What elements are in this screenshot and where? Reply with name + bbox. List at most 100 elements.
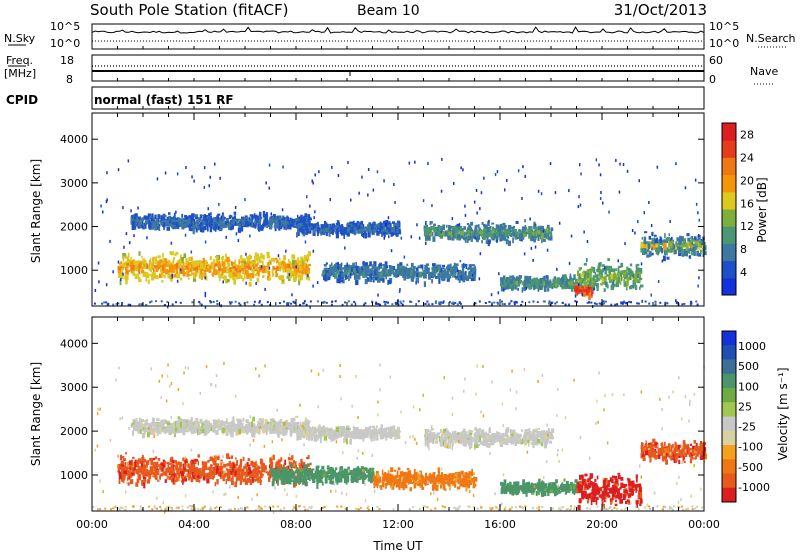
power-echo-cell (154, 224, 157, 231)
power-echo-cell (233, 215, 236, 221)
velocity-echo-cell (174, 464, 179, 469)
power-echo-cell (160, 264, 165, 271)
beam-label: Beam 10 (357, 3, 420, 19)
power-echo-cell (431, 269, 434, 272)
power-echo-cell (454, 227, 458, 233)
power-near-range-echo (179, 301, 182, 304)
power-echo-cell (375, 273, 379, 277)
power-echo-cell (448, 235, 452, 241)
power-echo-cell (182, 267, 185, 273)
power-echo-cell (175, 262, 179, 269)
power-echo-cell (441, 276, 445, 282)
power-near-range-echo (347, 300, 350, 303)
nsky-tick-right-top: 10^5 (709, 20, 739, 33)
power-echo-cell (587, 289, 591, 293)
velocity-echo-cell (169, 462, 173, 465)
power-echo-cell (355, 280, 359, 286)
power-echo-cell (219, 219, 222, 223)
power-echo-cell (237, 227, 241, 233)
power-echo-cell (192, 260, 196, 267)
power-echo-cell (648, 243, 651, 249)
power-echo-cell (657, 246, 661, 253)
power-echo-cell (487, 227, 490, 232)
power-echo-cell (377, 277, 381, 283)
power-echo-speck (578, 195, 580, 199)
power-echo-cell (369, 277, 373, 283)
power-echo-cell (462, 276, 466, 283)
power-echo-cell (285, 224, 288, 231)
power-echo-cell (243, 271, 246, 274)
power-echo-speck (465, 270, 467, 274)
power-echo-cell (416, 272, 418, 278)
velocity-echo-cell (241, 475, 244, 480)
power-echo-cell (459, 226, 463, 231)
power-echo-cell (482, 223, 486, 227)
power-echo-cell (412, 266, 415, 271)
power-echo-cell (162, 218, 166, 225)
velocity-echo-cell (127, 482, 130, 486)
power-echo-speck (490, 293, 493, 297)
power-echo-cell (438, 266, 441, 271)
power-echo-cell (144, 222, 147, 228)
power-echo-cell (168, 259, 171, 266)
power-echo-cell (276, 215, 280, 219)
power-echo-speck (235, 232, 238, 236)
power-echo-cell (357, 274, 361, 280)
power-echo-cell (592, 275, 595, 279)
power-echo-cell (256, 219, 259, 224)
power-echo-cell (623, 270, 627, 273)
power-near-range-echo (427, 303, 430, 306)
velocity-echo-cell (186, 473, 189, 477)
power-echo-cell (173, 222, 176, 225)
velocity-echo-cell (209, 470, 213, 475)
nsky-tick-left-top: 10^5 (50, 20, 80, 33)
power-echo-cell (663, 239, 667, 244)
power-echo-cell (227, 222, 229, 227)
power-echo-cell (607, 258, 610, 261)
velocity-echo-cell (127, 472, 129, 479)
power-echo-cell (237, 219, 241, 222)
velocity-echo-cell (242, 470, 245, 477)
power-echo-cell (689, 255, 692, 259)
power-echo-speck (207, 207, 209, 211)
power-echo-speck (179, 268, 182, 272)
power-echo-cell (481, 231, 484, 237)
velocity-echo-cell (234, 481, 238, 488)
power-echo-cell (364, 233, 368, 239)
power-echo-cell (232, 271, 235, 277)
power-echo-cell (551, 285, 554, 290)
power-echo-cell (124, 261, 128, 268)
power-near-range-echo (325, 301, 328, 304)
power-echo-cell (203, 269, 207, 273)
power-echo-cell (137, 260, 141, 263)
power-echo-speck (622, 163, 625, 166)
power-echo-cell (243, 267, 246, 271)
power-echo-cell (187, 262, 190, 268)
power-echo-cell (606, 284, 609, 289)
velocity-echo-cell (278, 466, 281, 471)
power-near-range-echo (129, 303, 132, 306)
power-echo-cell (543, 229, 546, 235)
power-echo-cell (654, 239, 658, 245)
power-echo-speck (204, 240, 207, 244)
power-echo-speck (151, 218, 153, 222)
power-echo-cell (222, 277, 225, 280)
power-echo-cell (121, 268, 123, 275)
power-echo-cell (188, 215, 192, 219)
power-echo-cell (270, 257, 274, 262)
power-near-range-echo (305, 303, 308, 306)
power-echo-cell (246, 262, 250, 265)
power-echo-cell (138, 269, 141, 275)
power-echo-speck (568, 189, 570, 193)
power-near-range-echo (191, 301, 194, 304)
power-echo-cell (689, 240, 694, 243)
freq-unit-label: [MHz] (4, 67, 36, 80)
power-echo-cell (626, 273, 629, 277)
power-echo-cell (673, 250, 676, 255)
power-echo-cell (226, 217, 230, 224)
power-near-range-echo (246, 301, 249, 304)
power-echo-cell (533, 221, 536, 226)
velocity-echo-cell (185, 469, 189, 472)
power-echo-cell (340, 280, 344, 283)
